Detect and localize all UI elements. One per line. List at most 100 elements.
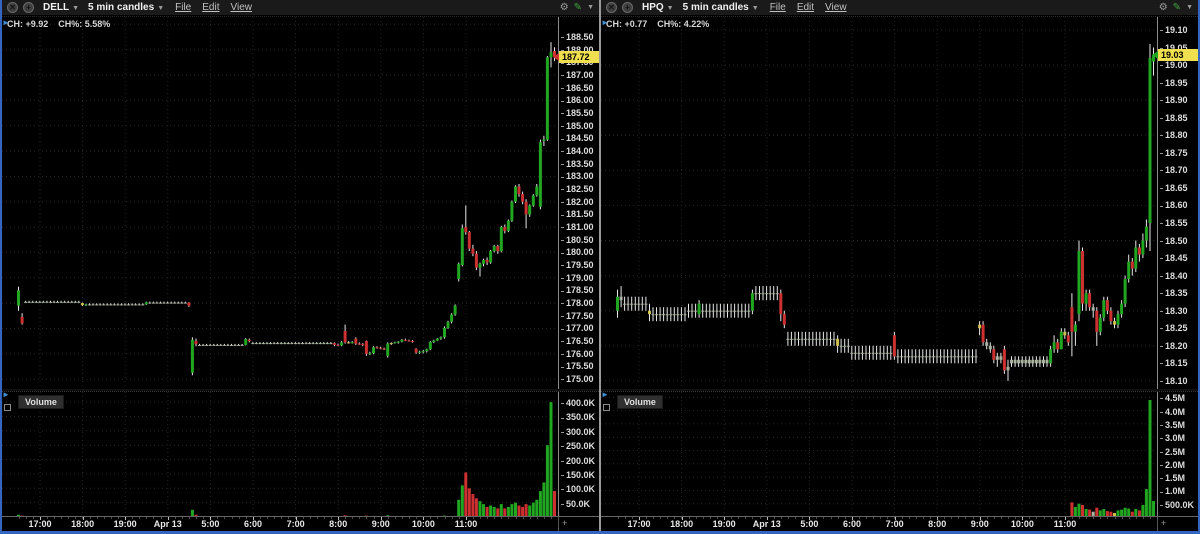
price-axis-label: 18.85 <box>1160 113 1188 123</box>
price-axis-label: 185.50 <box>561 108 594 118</box>
price-axis-label: 188.00 <box>561 45 594 55</box>
price-axis-label: 183.00 <box>561 171 594 181</box>
pane-splitter[interactable] <box>601 389 1198 391</box>
pane-handle-icon[interactable]: ► <box>2 18 10 27</box>
price-axis-label: 19.10 <box>1160 25 1188 35</box>
volume-axis[interactable]: 400.0K 350.0K 300.0K 250.0K 200.0K 150.0K 100.… <box>558 392 598 516</box>
time-axis-label: 9:00 <box>371 519 390 529</box>
change-info: CH: +0.77 CH%: 4.22% <box>606 19 709 29</box>
menu-view[interactable]: View <box>230 2 252 13</box>
symbol-label: HPQ <box>642 2 664 13</box>
chevron-down-icon[interactable]: ▼ <box>1186 4 1193 11</box>
price-axis-label: 18.75 <box>1160 148 1188 158</box>
chevron-down-icon: ▼ <box>751 5 759 12</box>
price-axis-label: 177.00 <box>561 323 594 333</box>
volume-axis-label: 1.0M <box>1160 486 1185 496</box>
maximize-pane-icon[interactable] <box>603 404 610 411</box>
price-axis-label: 18.50 <box>1160 236 1188 246</box>
volume-axis-label: 500.0K <box>1160 500 1194 510</box>
time-axis-label: 7:00 <box>286 519 305 529</box>
menu-view[interactable]: View <box>825 2 847 13</box>
time-axis[interactable]: 17:00 18:00 19:00 Apr 13 5:00 6:00 7:00 8:00 9:0… <box>2 517 558 531</box>
price-axis-label: 19.05 <box>1160 43 1188 53</box>
time-axis-label: 9:00 <box>970 519 989 529</box>
volume-axis-label: 350.0K <box>561 412 595 422</box>
time-axis-plus-icon[interactable]: + <box>562 518 568 528</box>
time-axis-label: 17:00 <box>28 519 52 529</box>
time-axis-label: 10:00 <box>411 519 435 529</box>
gear-icon[interactable]: ⚙ <box>1158 2 1168 13</box>
time-axis-label: Apr 13 <box>153 519 182 529</box>
window-add-button[interactable]: + <box>622 2 633 13</box>
menu-edit[interactable]: Edit <box>796 2 815 13</box>
volume-axis-label: 300.0K <box>561 427 595 437</box>
time-axis-label: 5:00 <box>800 519 819 529</box>
edit-pencil-icon[interactable]: ✎ <box>573 2 583 13</box>
price-axis-label: 185.00 <box>561 121 594 131</box>
volume-axis-label: 4.0M <box>1160 407 1185 417</box>
price-axis-label: 18.70 <box>1160 165 1188 175</box>
volume-axis-label: 100.0K <box>561 484 595 494</box>
volume-pane: ► Volume 4.5M 4.0M 3.5M 3.0M 2.5M 2.0M 1.5M 1.0… <box>601 391 1198 516</box>
price-axis-label: 18.40 <box>1160 271 1188 281</box>
price-axis-label: 176.00 <box>561 349 594 359</box>
chevron-down-icon[interactable]: ▼ <box>587 4 594 11</box>
gear-icon[interactable]: ⚙ <box>559 2 569 13</box>
maximize-pane-icon[interactable] <box>4 404 11 411</box>
volume-plot[interactable]: ► Volume <box>2 392 558 516</box>
window-close-button[interactable]: ✕ <box>7 2 18 13</box>
menu-file[interactable]: File <box>175 2 192 13</box>
interval-dropdown[interactable]: 5 min candles ▼ <box>683 2 759 13</box>
time-axis-label: 19:00 <box>712 519 736 529</box>
interval-label: 5 min candles <box>682 2 749 13</box>
symbol-dropdown[interactable]: DELL ▼ <box>43 2 79 13</box>
price-axis-label: 186.00 <box>561 95 594 105</box>
pane-handle-icon[interactable]: ► <box>2 392 10 399</box>
price-axis-label: 18.15 <box>1160 358 1188 368</box>
pane-splitter[interactable] <box>2 389 599 391</box>
price-axis-label: 184.00 <box>561 146 594 156</box>
price-axis-label: 187.00 <box>561 70 594 80</box>
symbol-dropdown[interactable]: HPQ ▼ <box>642 2 674 13</box>
edit-pencil-icon[interactable]: ✎ <box>1172 2 1182 13</box>
chevron-down-icon: ▼ <box>157 5 165 12</box>
menu-edit[interactable]: Edit <box>202 2 220 13</box>
price-axis-label: 184.50 <box>561 133 594 143</box>
interval-dropdown[interactable]: 5 min candles ▼ <box>88 2 164 13</box>
price-axis-label: 176.50 <box>561 336 594 346</box>
price-axis-label: 182.00 <box>561 197 594 207</box>
price-axis-label: 18.25 <box>1160 323 1188 333</box>
window-add-button[interactable]: + <box>23 2 34 13</box>
volume-label: Volume <box>18 395 64 409</box>
price-axis-label: 175.50 <box>561 361 594 371</box>
menu-file[interactable]: File <box>769 2 786 13</box>
time-axis-label: 8:00 <box>329 519 348 529</box>
price-axis-label: 18.65 <box>1160 183 1188 193</box>
price-axis-label: 18.55 <box>1160 218 1188 228</box>
titlebar-hpq: ✕ + HPQ ▼ 5 min candles ▼ File Edit View ⚙… <box>601 0 1198 16</box>
price-axis-label: 180.50 <box>561 235 594 245</box>
window-close-button[interactable]: ✕ <box>606 2 617 13</box>
time-axis[interactable]: 17:00 18:00 19:00 Apr 13 5:00 6:00 7:00 8:00 9:0… <box>601 517 1157 531</box>
pane-handle-icon[interactable]: ► <box>601 18 609 27</box>
window-divider <box>599 0 601 531</box>
volume-axis-label: 50.0K <box>561 499 590 509</box>
time-axis-label: 6:00 <box>842 519 862 529</box>
time-axis-label: 19:00 <box>113 519 137 529</box>
price-axis[interactable]: 19.10 19.05 19.00 18.95 18.90 18.85 18.80 18.75… <box>1152 17 1198 389</box>
price-axis-label: 18.60 <box>1160 200 1188 210</box>
volume-plot[interactable]: ► Volume <box>601 392 1157 516</box>
candle-plot[interactable]: CH: +0.77 CH%: 4.22% ► <box>601 17 1157 389</box>
price-axis[interactable]: 188.50188.00187.50187.00186.50186.00185.… <box>553 17 599 389</box>
candle-plot[interactable]: CH: +9.92 CH%: 5.58% ► <box>2 17 558 389</box>
pane-handle-icon[interactable]: ► <box>601 392 609 399</box>
time-axis-plus-icon[interactable]: + <box>1161 518 1167 528</box>
time-axis-label: 18:00 <box>71 519 95 529</box>
volume-axis[interactable]: 4.5M 4.0M 3.5M 3.0M 2.5M 2.0M 1.5M 1.0M 500.0K <box>1157 392 1197 516</box>
last-price-tag: 19.03 <box>1152 48 1198 61</box>
price-axis-label: 18.30 <box>1160 306 1188 316</box>
volume-axis-label: 150.0K <box>561 470 595 480</box>
volume-axis-label: 4.5M <box>1160 393 1185 403</box>
price-axis-label: 18.80 <box>1160 130 1188 140</box>
